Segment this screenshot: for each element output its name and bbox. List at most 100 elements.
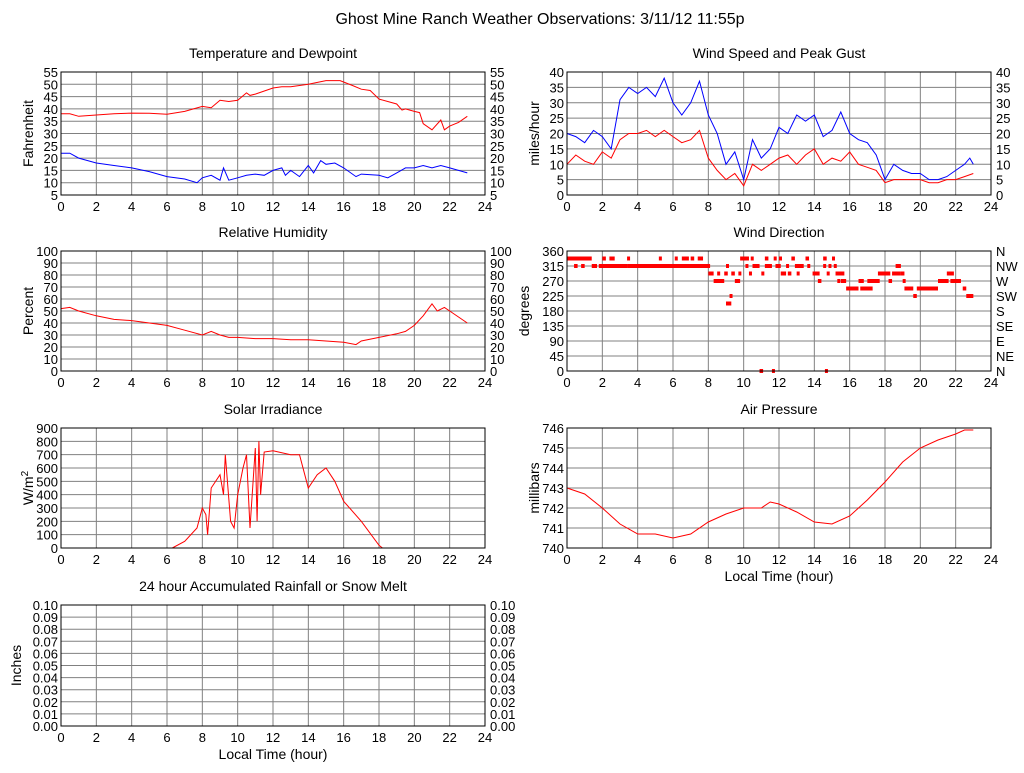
- x-tick-label: 4: [128, 730, 135, 745]
- y-tick-label: 20: [44, 340, 58, 355]
- wind-direction-point: [826, 271, 830, 276]
- x-tick-label: 16: [842, 199, 856, 214]
- wind-direction-point: [724, 271, 728, 276]
- wind-direction-point: [775, 264, 781, 268]
- y-right-tick-label: 0.01: [490, 707, 515, 722]
- y-right-tick-label: 0.00: [490, 719, 515, 734]
- y-tick-label: 746: [542, 421, 564, 436]
- wind-direction-point: [877, 271, 891, 276]
- y-tick-label: 100: [36, 528, 58, 543]
- y-tick-label: 200: [36, 514, 58, 529]
- wind-direction-point: [726, 301, 732, 306]
- y-tick-label: 741: [542, 521, 564, 536]
- wind-direction-point: [717, 271, 721, 276]
- y-right-tick-label: 0.04: [490, 671, 515, 686]
- wind-direction-point: [860, 286, 873, 291]
- y-tick-label: 0.04: [33, 671, 58, 686]
- wind-direction-point: [761, 271, 765, 276]
- y-tick-label: 45: [44, 90, 58, 105]
- y-right-tick-label: 35: [490, 114, 504, 129]
- wind-direction-point: [674, 256, 678, 261]
- y-axis-label-text: millibars: [526, 462, 542, 513]
- y-tick-label: 35: [44, 114, 58, 129]
- y-right-tick-label: 10: [490, 176, 504, 191]
- y-right-tick-label: 0.10: [490, 598, 515, 613]
- y-axis-label-text: Fahrenheit: [20, 100, 36, 167]
- x-tick-label: 22: [442, 375, 456, 390]
- x-tick-label: 22: [948, 199, 962, 214]
- x-tick-label: 18: [878, 552, 892, 567]
- y-right-tick-label: 40: [490, 102, 504, 117]
- x-tick-label: 14: [301, 375, 315, 390]
- wind-direction-point: [913, 294, 917, 298]
- y-tick-label: 100: [36, 244, 58, 259]
- wind-direction-point: [787, 271, 792, 276]
- x-tick-label: 6: [163, 199, 170, 214]
- y-tick-label: 90: [44, 256, 58, 271]
- x-tick-label: 10: [736, 199, 750, 214]
- wind-direction-point: [895, 264, 901, 268]
- y-right-tick-label: 15: [490, 163, 504, 178]
- y-tick-label: 40: [44, 316, 58, 331]
- x-tick-label: 16: [842, 375, 856, 390]
- wind-direction-point: [837, 279, 841, 283]
- wind-series-0-line: [566, 76, 974, 182]
- y-tick-label: 20: [44, 151, 58, 166]
- x-tick-label: 16: [336, 375, 350, 390]
- wind-direction-point: [902, 279, 906, 283]
- wind-direction-point: [950, 279, 961, 283]
- x-tick-label: 12: [266, 552, 280, 567]
- y-right-tick-label: 70: [490, 280, 504, 295]
- x-tick-label: 2: [599, 199, 606, 214]
- x-tick-label: 4: [128, 552, 135, 567]
- wind-direction-point: [823, 256, 827, 261]
- x-tick-label: 10: [736, 552, 750, 567]
- x-tick-label: 2: [599, 552, 606, 567]
- y-right-tick-label: 0.07: [490, 634, 515, 649]
- y-tick-label: 80: [44, 268, 58, 283]
- solar-series-0-line: [61, 441, 468, 549]
- y-right-tick-label: NW: [996, 259, 1018, 274]
- x-tick-label: 20: [913, 552, 927, 567]
- x-tick-label: 24: [478, 199, 492, 214]
- x-tick-label: 6: [163, 375, 170, 390]
- y-right-tick-label: 30: [490, 127, 504, 142]
- x-tick-label: 10: [230, 730, 244, 745]
- y-right-tick-label: 0: [996, 188, 1003, 203]
- y-tick-label: 0.07: [33, 634, 58, 649]
- x-tick-label: 10: [230, 199, 244, 214]
- wind-direction-point: [846, 286, 859, 291]
- y-axis-label-text: Percent: [20, 287, 36, 335]
- temp-plot-frame: [60, 71, 486, 196]
- y-tick-label: 740: [542, 541, 564, 556]
- y-tick-label: 0.06: [33, 646, 58, 661]
- x-tick-label: 0: [57, 199, 64, 214]
- x-tick-label: 18: [372, 730, 386, 745]
- pressure-y-axis-label: millibars: [526, 462, 542, 513]
- wind-direction-point: [904, 286, 914, 291]
- x-tick-label: 14: [301, 199, 315, 214]
- y-tick-label: 50: [44, 304, 58, 319]
- y-tick-label: 900: [36, 421, 58, 436]
- y-right-tick-label: 20: [490, 340, 504, 355]
- wind-direction-point: [892, 271, 901, 276]
- x-tick-label: 24: [478, 552, 492, 567]
- wind-direction-point: [867, 279, 880, 283]
- wind-direction-point: [627, 256, 631, 261]
- y-right-tick-label: 90: [490, 256, 504, 271]
- y-axis-label-text: degrees: [516, 286, 532, 337]
- wind-direction-point: [581, 264, 585, 268]
- x-tick-label: 20: [407, 552, 421, 567]
- wind-direction-point: [888, 279, 893, 283]
- y-tick-label: 400: [36, 488, 58, 503]
- wind-direction-point: [740, 256, 749, 261]
- y-right-tick-label: 25: [996, 111, 1010, 126]
- wind-direction-point: [764, 264, 772, 268]
- x-tick-label: 22: [948, 375, 962, 390]
- y-tick-label: 360: [542, 244, 564, 259]
- y-tick-label: 40: [550, 65, 564, 80]
- x-tick-label: 2: [93, 199, 100, 214]
